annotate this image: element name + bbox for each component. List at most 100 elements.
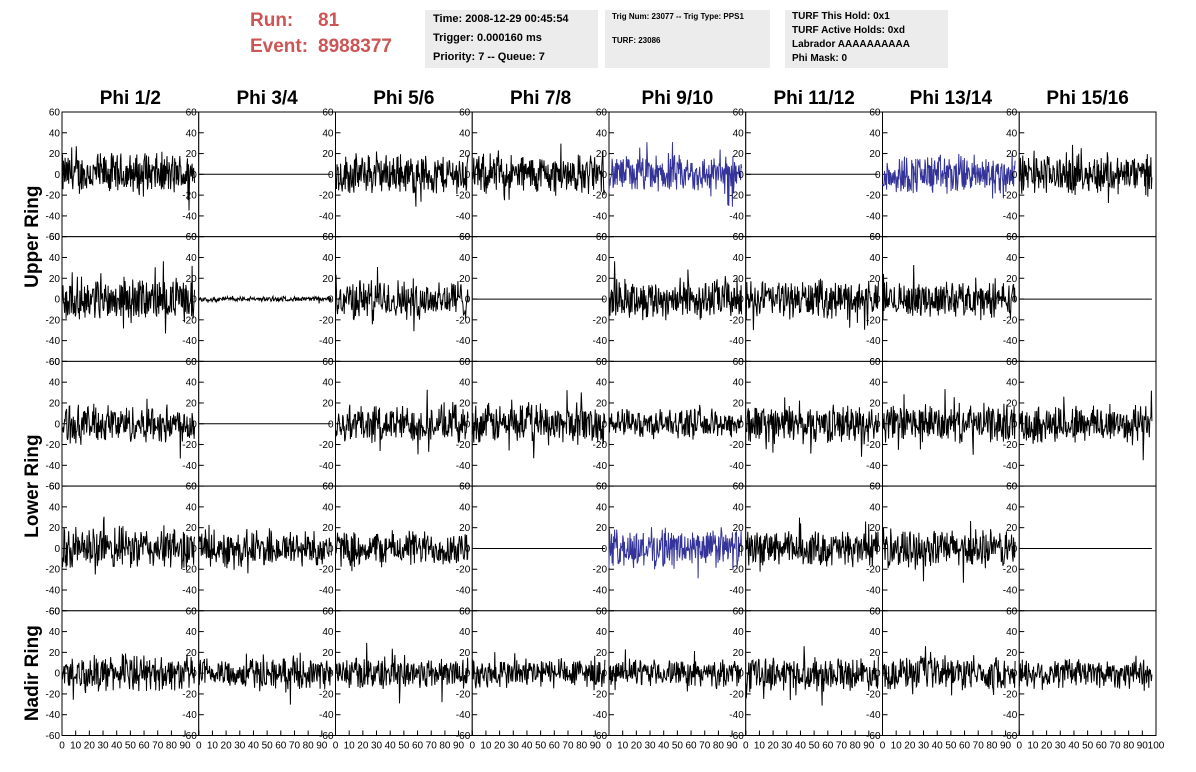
y-tick-label: -40 [593, 710, 608, 721]
x-tick-label: 80 [986, 741, 998, 752]
waveform-trace [882, 264, 1016, 321]
y-tick-label: 20 [733, 523, 745, 534]
run-event-box: Run: 81 Event: 8988377 [250, 8, 420, 60]
y-tick-label: -20 [593, 191, 608, 202]
y-tick-label: 60 [186, 482, 198, 493]
y-tick-label: 20 [186, 149, 198, 160]
y-tick-label: 20 [1006, 523, 1018, 534]
y-tick-label: 60 [869, 357, 881, 368]
x-tick-label: 50 [1082, 741, 1094, 752]
waveform-trace [1018, 655, 1153, 691]
run-value: 81 [318, 10, 340, 31]
y-tick-label: -40 [456, 336, 471, 347]
y-tick-label: 40 [186, 253, 198, 264]
y-tick-label: -60 [46, 482, 61, 493]
y-tick-label: 0 [191, 295, 197, 306]
waveform-trace [335, 389, 469, 455]
y-tick-label: -20 [1003, 689, 1018, 700]
y-tick-label: 60 [869, 108, 881, 119]
y-tick-label: -40 [593, 586, 608, 597]
waveform-trace [61, 398, 196, 459]
y-tick-label: 40 [186, 627, 198, 638]
y-tick-label: 0 [875, 419, 881, 430]
y-tick-label: -40 [866, 710, 881, 721]
y-tick-label: 60 [322, 606, 334, 617]
y-tick-label: -20 [866, 689, 881, 700]
y-tick-label: -40 [456, 461, 471, 472]
y-tick-label: -40 [319, 211, 334, 222]
x-tick-label: 80 [166, 741, 178, 752]
x-tick-label: 40 [1068, 741, 1080, 752]
waveform-trace [608, 404, 743, 440]
x-tick-label: 30 [234, 741, 246, 752]
y-tick-label: -40 [729, 211, 744, 222]
y-tick-label: 20 [459, 523, 471, 534]
y-tick-label: 40 [733, 253, 745, 264]
y-tick-label: 40 [459, 627, 471, 638]
y-tick-label: 20 [733, 274, 745, 285]
y-tick-label: -40 [46, 586, 61, 597]
y-tick-label: 20 [186, 523, 198, 534]
y-tick-label: 0 [738, 170, 744, 181]
y-tick-label: 60 [49, 108, 61, 119]
y-tick-label: -20 [182, 315, 197, 326]
y-tick-label: -40 [456, 211, 471, 222]
y-tick-label: 20 [596, 149, 608, 160]
x-tick-label: 90 [453, 741, 465, 752]
y-tick-label: -20 [182, 689, 197, 700]
x-tick-label: 90 [1137, 741, 1149, 752]
y-tick-label: 20 [869, 149, 881, 160]
x-tick-label: 10 [891, 741, 903, 752]
waveform-trace [61, 516, 196, 575]
y-tick-label: 0 [738, 419, 744, 430]
y-tick-label: 40 [1006, 627, 1018, 638]
x-tick-label: 80 [713, 741, 725, 752]
y-tick-label: 40 [596, 128, 608, 139]
x-tick-label: 100 [1148, 741, 1165, 752]
y-tick-label: 0 [875, 295, 881, 306]
y-tick-label: 0 [191, 544, 197, 555]
row-title: Nadir Ring [22, 625, 43, 721]
y-tick-label: -40 [866, 586, 881, 597]
column-title: Phi 7/8 [510, 88, 571, 109]
y-tick-label: 20 [186, 648, 198, 659]
y-tick-label: 40 [49, 128, 61, 139]
y-tick-label: 20 [322, 523, 334, 534]
y-tick-label: -40 [593, 211, 608, 222]
y-tick-label: 20 [1006, 274, 1018, 285]
column-title: Phi 1/2 [100, 88, 161, 109]
y-tick-label: -40 [1003, 211, 1018, 222]
y-tick-label: -20 [729, 565, 744, 576]
x-tick-label: 40 [658, 741, 670, 752]
y-tick-label: -40 [729, 710, 744, 721]
y-tick-label: 60 [49, 606, 61, 617]
y-tick-label: 20 [733, 149, 745, 160]
x-tick-label: 70 [562, 741, 574, 752]
y-tick-label: 20 [733, 398, 745, 409]
x-tick-label: 20 [221, 741, 233, 752]
waveform-trace [882, 389, 1016, 455]
x-tick-label: 80 [576, 741, 588, 752]
y-tick-label: 40 [1006, 253, 1018, 264]
y-tick-label: -40 [866, 461, 881, 472]
panel-frame [61, 610, 200, 736]
x-tick-label: 50 [945, 741, 957, 752]
waveform-trace [1018, 144, 1153, 204]
x-tick-label: 0 [743, 741, 749, 752]
y-tick-label: 40 [596, 627, 608, 638]
y-tick-label: 20 [459, 149, 471, 160]
y-tick-label: 40 [733, 128, 745, 139]
turf-hold-text: TURF This Hold: 0x1 [792, 11, 890, 22]
y-tick-label: 60 [322, 357, 334, 368]
waveform-trace [745, 278, 879, 331]
y-tick-label: -20 [182, 565, 197, 576]
y-tick-label: -20 [866, 440, 881, 451]
x-tick-label: 20 [768, 741, 780, 752]
y-tick-label: 60 [596, 108, 608, 119]
turf-text: TURF: 23086 [612, 36, 661, 45]
x-tick-label: 50 [125, 741, 137, 752]
y-tick-label: 40 [322, 502, 334, 513]
column-title: Phi 3/4 [237, 88, 299, 109]
x-tick-label: 0 [469, 741, 475, 752]
y-tick-label: -40 [182, 211, 197, 222]
